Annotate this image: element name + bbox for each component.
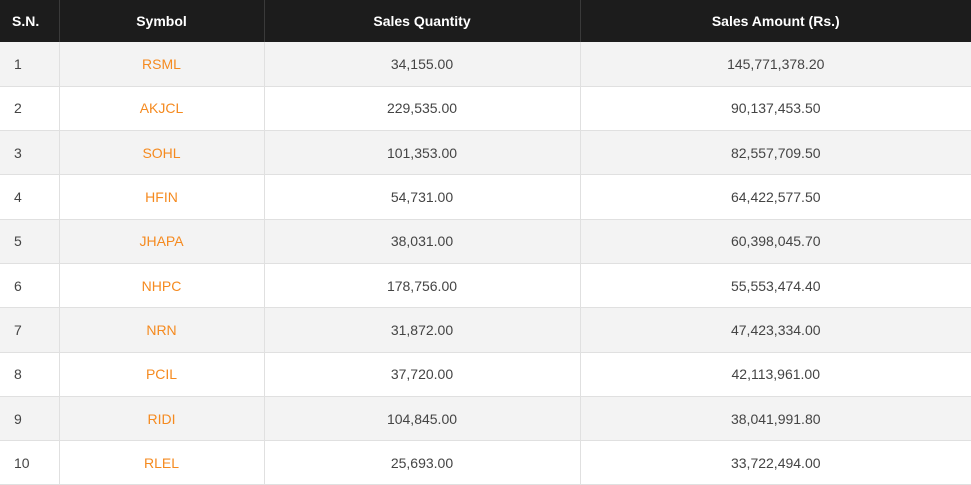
row-sales-quantity: 54,731.00 [264,174,581,220]
row-sales-amount: 145,771,378.20 [580,42,971,87]
row-sn: 5 [0,219,60,264]
row-sales-amount: 38,041,991.80 [580,396,971,442]
table-row: 6 NHPC 178,756.00 55,553,474.40 [0,263,971,309]
symbol-link[interactable]: NHPC [141,277,182,294]
row-sales-quantity: 34,155.00 [264,42,581,87]
table-row: 4 HFIN 54,731.00 64,422,577.50 [0,174,971,220]
row-sales-amount: 60,398,045.70 [580,219,971,264]
header-symbol[interactable]: Symbol [59,0,265,42]
table-body: 1 RSML 34,155.00 145,771,378.20 2 AKJCL 229,53… [0,42,971,485]
row-sales-quantity: 31,872.00 [264,307,581,353]
row-sn: 7 [0,307,60,353]
row-sn: 9 [0,396,60,442]
table-row: 8 PCIL 37,720.00 42,113,961.00 [0,352,971,397]
row-sales-quantity: 37,720.00 [264,352,581,397]
symbol-link[interactable]: RIDI [147,410,176,427]
row-sales-amount: 82,557,709.50 [580,130,971,176]
symbol-link[interactable]: RLEL [143,454,180,471]
symbol-link[interactable]: AKJCL [139,100,184,117]
row-symbol-cell: RLEL [59,440,265,485]
row-sales-quantity: 25,693.00 [264,440,581,485]
symbol-link[interactable]: SOHL [142,144,181,161]
header-sales-quantity[interactable]: Sales Quantity [264,0,581,42]
row-sales-amount: 64,422,577.50 [580,174,971,220]
row-sn: 4 [0,174,60,220]
symbol-link[interactable]: NRN [146,321,177,338]
row-sales-quantity: 101,353.00 [264,130,581,176]
row-symbol-cell: SOHL [59,130,265,176]
row-sales-quantity: 38,031.00 [264,219,581,264]
row-symbol-cell: HFIN [59,174,265,220]
header-sn[interactable]: S.N. [0,0,60,42]
row-symbol-cell: JHAPA [59,219,265,264]
row-sn: 8 [0,352,60,397]
row-sales-quantity: 178,756.00 [264,263,581,309]
row-sn: 3 [0,130,60,176]
symbol-link[interactable]: HFIN [145,189,178,206]
row-sn: 1 [0,42,60,87]
table-row: 3 SOHL 101,353.00 82,557,709.50 [0,130,971,176]
row-sn: 2 [0,86,60,132]
row-sales-quantity: 104,845.00 [264,396,581,442]
row-symbol-cell: NHPC [59,263,265,309]
row-sales-amount: 90,137,453.50 [580,86,971,132]
symbol-link[interactable]: RSML [142,55,181,72]
row-symbol-cell: AKJCL [59,86,265,132]
header-sales-amount[interactable]: Sales Amount (Rs.) [580,0,971,42]
row-sales-amount: 55,553,474.40 [580,263,971,309]
row-symbol-cell: PCIL [59,352,265,397]
symbol-link[interactable]: PCIL [145,366,178,383]
table-row: 10 RLEL 25,693.00 33,722,494.00 [0,440,971,485]
row-sales-amount: 47,423,334.00 [580,307,971,353]
row-sn: 6 [0,263,60,309]
row-sales-amount: 33,722,494.00 [580,440,971,485]
row-symbol-cell: RSML [59,42,265,87]
table-header: S.N. Symbol Sales Quantity Sales Amount … [0,0,971,42]
row-symbol-cell: RIDI [59,396,265,442]
table-row: 5 JHAPA 38,031.00 60,398,045.70 [0,219,971,264]
row-sales-amount: 42,113,961.00 [580,352,971,397]
table-row: 7 NRN 31,872.00 47,423,334.00 [0,307,971,353]
row-sales-quantity: 229,535.00 [264,86,581,132]
row-sn: 10 [0,440,60,485]
symbol-link[interactable]: JHAPA [139,233,184,250]
header-row: S.N. Symbol Sales Quantity Sales Amount … [0,0,971,42]
table-row: 2 AKJCL 229,535.00 90,137,453.50 [0,86,971,132]
table-row: 9 RIDI 104,845.00 38,041,991.80 [0,396,971,442]
row-symbol-cell: NRN [59,307,265,353]
table-row: 1 RSML 34,155.00 145,771,378.20 [0,42,971,87]
